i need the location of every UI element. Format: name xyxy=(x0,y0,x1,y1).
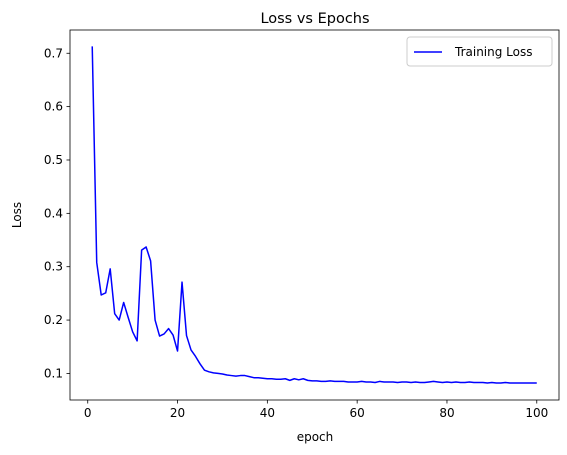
y-tick-label: 0.6 xyxy=(44,100,63,114)
x-tick-label: 40 xyxy=(260,406,275,420)
legend-box xyxy=(406,36,553,67)
x-axis-ticks: 0 20 40 60 80 100 xyxy=(84,400,548,420)
y-axis-label: Loss xyxy=(10,202,24,228)
plot-frame xyxy=(69,29,560,401)
legend-label-training-loss: Training Loss xyxy=(454,45,532,59)
y-tick-label: 0.7 xyxy=(44,46,63,60)
y-axis-ticks: 0.1 0.2 0.3 0.4 0.5 0.6 0.7 xyxy=(44,46,70,380)
x-tick-label: 60 xyxy=(350,406,365,420)
y-tick-label: 0.1 xyxy=(44,366,63,380)
x-axis-label: epoch xyxy=(297,430,334,444)
x-tick-label: 80 xyxy=(439,406,454,420)
x-tick-label: 20 xyxy=(170,406,185,420)
series-layer xyxy=(91,46,537,384)
x-tick-label: 100 xyxy=(525,406,548,420)
y-tick-label: 0.2 xyxy=(44,313,63,327)
legend: Training Loss xyxy=(406,36,553,67)
series-line-training-loss xyxy=(91,46,537,384)
y-tick-label: 0.5 xyxy=(44,153,63,167)
y-tick-label: 0.3 xyxy=(44,260,63,274)
y-tick-label: 0.4 xyxy=(44,206,63,220)
x-tick-label: 0 xyxy=(84,406,92,420)
chart-title: Loss vs Epochs xyxy=(260,11,369,27)
